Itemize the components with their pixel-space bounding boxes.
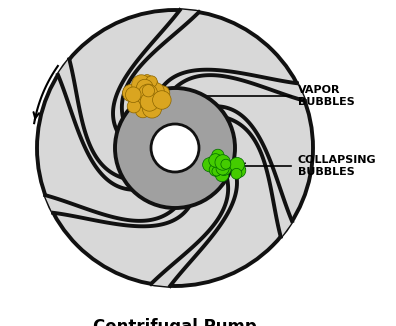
Circle shape	[115, 88, 235, 208]
Point	[159, 97, 165, 103]
Point	[146, 99, 152, 105]
Point	[213, 169, 220, 174]
Polygon shape	[58, 59, 132, 190]
Point	[219, 166, 226, 171]
Point	[215, 153, 221, 158]
Point	[219, 162, 225, 168]
Point	[219, 160, 226, 165]
Point	[142, 85, 148, 90]
Point	[131, 104, 137, 109]
Circle shape	[151, 124, 199, 172]
Point	[144, 77, 150, 82]
Point	[130, 92, 137, 97]
Text: VAPOR
BUBBLES: VAPOR BUBBLES	[298, 85, 355, 107]
Point	[221, 165, 227, 170]
Text: COLLAPSING
BUBBLES: COLLAPSING BUBBLES	[298, 155, 377, 177]
Point	[234, 162, 240, 168]
Point	[141, 89, 148, 94]
Point	[145, 91, 151, 96]
Point	[145, 88, 152, 93]
Text: Centrifugal Pump
Cavitation: Centrifugal Pump Cavitation	[93, 318, 257, 326]
Point	[140, 108, 146, 113]
Polygon shape	[151, 165, 237, 286]
Point	[144, 101, 150, 106]
Point	[223, 162, 229, 167]
Point	[138, 82, 145, 87]
Point	[128, 91, 134, 96]
Point	[149, 101, 156, 106]
Polygon shape	[45, 195, 190, 226]
Point	[144, 93, 150, 98]
Polygon shape	[218, 106, 292, 237]
Point	[153, 88, 159, 94]
Point	[147, 83, 154, 88]
Point	[212, 158, 219, 163]
Point	[219, 172, 225, 178]
Point	[149, 106, 155, 111]
Point	[207, 162, 213, 167]
Point	[159, 91, 166, 96]
Point	[142, 97, 148, 102]
Point	[137, 91, 143, 96]
Point	[212, 167, 219, 172]
Polygon shape	[160, 70, 305, 101]
Polygon shape	[113, 10, 199, 131]
Point	[148, 79, 155, 84]
Point	[236, 168, 242, 173]
Point	[233, 171, 240, 176]
Circle shape	[37, 10, 313, 286]
